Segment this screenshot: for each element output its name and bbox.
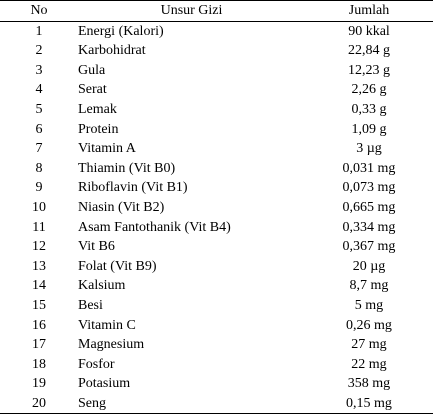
nutrient-name: Vit B6 bbox=[78, 239, 115, 255]
table-row: 17 Magnesium 27 mg bbox=[0, 335, 433, 355]
nutrient-amount: 0,665 mg bbox=[342, 199, 396, 215]
table-row: 1 Energi (Kalori) 90 kkal bbox=[0, 21, 433, 41]
nutrient-name: Vitamin A bbox=[78, 141, 136, 157]
table-body: 1 Energi (Kalori) 90 kkal 2 Karbohidrat 22,84… bbox=[0, 21, 433, 414]
row-number: 19 bbox=[32, 376, 46, 392]
table-row: 19 Potasium 358 mg bbox=[0, 374, 433, 394]
nutrient-amount: 2,26 g bbox=[351, 82, 387, 98]
row-number: 4 bbox=[35, 82, 43, 98]
row-number: 11 bbox=[32, 219, 46, 235]
nutrient-amount: 3 µg bbox=[356, 141, 382, 157]
table-row: 13 Folat (Vit B9) 20 µg bbox=[0, 257, 433, 277]
row-number: 2 bbox=[35, 43, 43, 59]
table-row: 9 Riboflavin (Vit B1) 0,073 mg bbox=[0, 178, 433, 198]
table-row: 12 Vit B6 0,367 mg bbox=[0, 237, 433, 257]
table-row: 15 Besi 5 mg bbox=[0, 296, 433, 316]
nutrient-name: Seng bbox=[78, 395, 106, 411]
table-row: 5 Lemak 0,33 g bbox=[0, 100, 433, 120]
row-number: 3 bbox=[35, 62, 43, 78]
row-number: 9 bbox=[35, 180, 43, 196]
row-number: 12 bbox=[32, 239, 46, 255]
nutrient-name: Vitamin C bbox=[78, 317, 136, 333]
table-row: 14 Kalsium 8,7 mg bbox=[0, 276, 433, 296]
table-row: 11 Asam Fantothanik (Vit B4) 0,334 mg bbox=[0, 218, 433, 238]
row-number: 10 bbox=[32, 199, 46, 215]
row-number: 7 bbox=[35, 141, 43, 157]
nutrient-name: Gula bbox=[78, 62, 106, 78]
nutrient-name: Niasin (Vit B2) bbox=[78, 199, 165, 215]
nutrient-amount: 12,23 g bbox=[348, 62, 390, 78]
nutrient-name: Lemak bbox=[78, 101, 117, 117]
nutrient-amount: 90 kkal bbox=[348, 23, 390, 39]
nutrient-name: Riboflavin (Vit B1) bbox=[78, 180, 188, 196]
nutrient-name: Karbohidrat bbox=[78, 43, 146, 59]
row-number: 18 bbox=[32, 356, 46, 372]
nutrient-name: Thiamin (Vit B0) bbox=[78, 160, 176, 176]
nutrient-amount: 0,26 mg bbox=[346, 317, 392, 333]
header-no: No bbox=[30, 3, 48, 18]
header-amount: Jumlah bbox=[348, 3, 390, 18]
table-row: 4 Serat 2,26 g bbox=[0, 80, 433, 100]
nutrient-amount: 27 mg bbox=[351, 337, 387, 353]
nutrient-amount: 22 mg bbox=[351, 356, 387, 372]
header-row: No Unsur Gizi Jumlah bbox=[0, 0, 433, 22]
nutrient-name: Potasium bbox=[78, 376, 131, 392]
nutrient-amount: 0,073 mg bbox=[342, 180, 396, 196]
row-number: 13 bbox=[32, 258, 46, 274]
row-number: 20 bbox=[32, 395, 46, 411]
nutrient-amount: 0,334 mg bbox=[342, 219, 396, 235]
nutrient-name: Serat bbox=[78, 82, 107, 98]
table-row: 16 Vitamin C 0,26 mg bbox=[0, 316, 433, 336]
row-number: 17 bbox=[32, 337, 46, 353]
nutrient-amount: 22,84 g bbox=[348, 43, 390, 59]
nutrient-name: Asam Fantothanik (Vit B4) bbox=[78, 219, 231, 235]
table-row: 10 Niasin (Vit B2) 0,665 mg bbox=[0, 198, 433, 218]
row-number: 6 bbox=[35, 121, 43, 137]
nutrient-amount: 358 mg bbox=[347, 376, 391, 392]
nutrient-amount: 8,7 mg bbox=[349, 278, 389, 294]
nutrient-amount: 0,33 g bbox=[351, 101, 387, 117]
nutrient-amount: 0,15 mg bbox=[346, 395, 392, 411]
row-number: 8 bbox=[35, 160, 43, 176]
nutrient-name: Kalsium bbox=[78, 278, 126, 294]
table-row: 8 Thiamin (Vit B0) 0,031 mg bbox=[0, 159, 433, 179]
nutrient-name: Magnesium bbox=[78, 337, 145, 353]
table-header: No Unsur Gizi Jumlah bbox=[0, 0, 433, 22]
row-number: 14 bbox=[32, 278, 46, 294]
nutrient-name: Protein bbox=[78, 121, 119, 137]
table-row: 20 Seng 0,15 mg bbox=[0, 394, 433, 414]
nutrient-name: Energi (Kalori) bbox=[78, 23, 164, 39]
row-number: 16 bbox=[32, 317, 46, 333]
table-row: 18 Fosfor 22 mg bbox=[0, 355, 433, 375]
nutrient-amount: 0,367 mg bbox=[342, 239, 396, 255]
row-number: 15 bbox=[32, 297, 46, 313]
table-row: 6 Protein 1,09 g bbox=[0, 120, 433, 140]
table-row: 3 Gula 12,23 g bbox=[0, 61, 433, 81]
nutrient-name: Fosfor bbox=[78, 356, 115, 372]
nutrient-amount: 5 mg bbox=[354, 297, 384, 313]
nutrient-amount: 1,09 g bbox=[351, 121, 387, 137]
nutrient-amount: 0,031 mg bbox=[342, 160, 396, 176]
nutrient-amount: 20 µg bbox=[352, 258, 386, 274]
row-number: 1 bbox=[35, 23, 43, 39]
table-row: 7 Vitamin A 3 µg bbox=[0, 139, 433, 159]
nutrient-name: Folat (Vit B9) bbox=[78, 258, 157, 274]
header-nutrient: Unsur Gizi bbox=[160, 3, 223, 18]
row-number: 5 bbox=[35, 101, 43, 117]
table-row: 2 Karbohidrat 22,84 g bbox=[0, 41, 433, 61]
nutrient-name: Besi bbox=[78, 297, 103, 313]
